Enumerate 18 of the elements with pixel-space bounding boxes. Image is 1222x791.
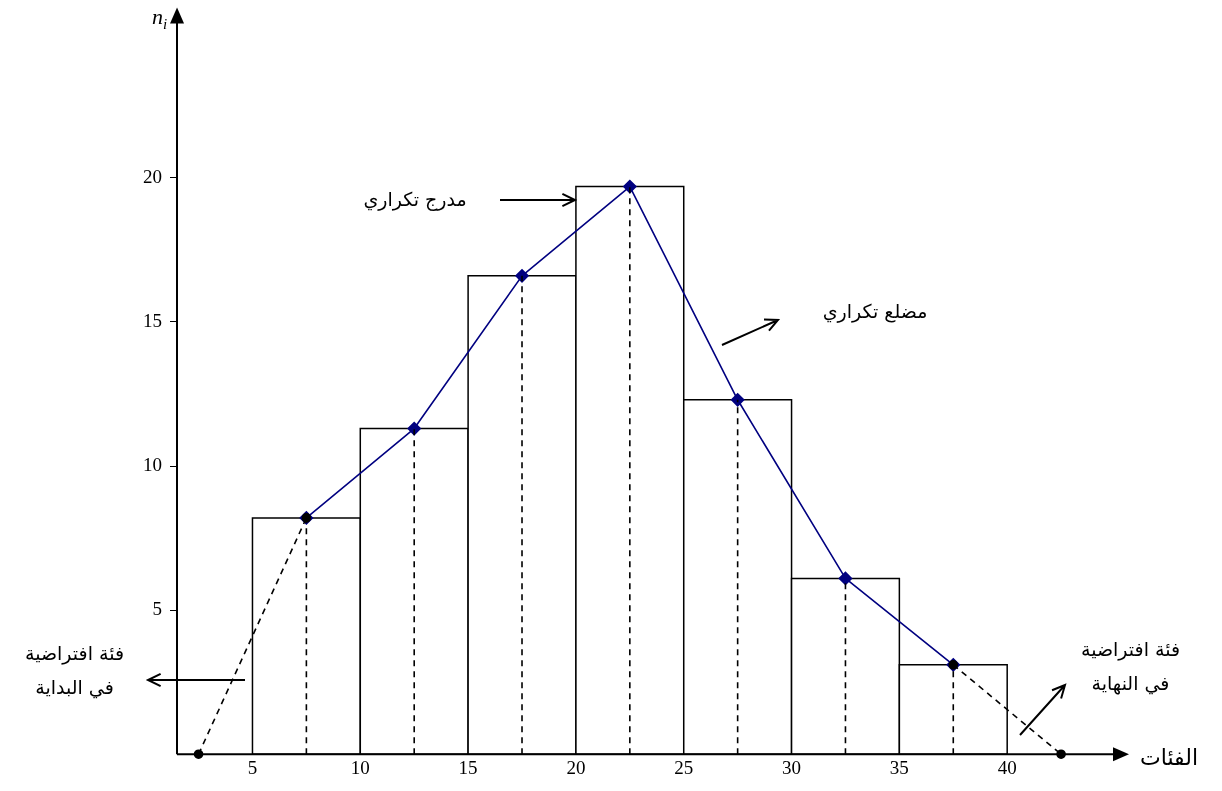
y-tick-label: 5: [152, 598, 162, 620]
x-tick-label: 40: [997, 756, 1017, 778]
x-tick-label: 5: [247, 756, 258, 778]
x-tick-label: 10: [350, 756, 370, 778]
x-tick-label: 20: [566, 756, 586, 778]
y-tick-label: 15: [143, 309, 162, 331]
x-tick-label: 25: [674, 756, 694, 778]
x-axis-title: الفئات: [1140, 745, 1198, 770]
y-axis-title: n$_{i}$: [152, 4, 168, 34]
y-tick-label: 10: [143, 454, 162, 476]
annotation: فئة افتراضية في النهاية: [1080, 637, 1181, 697]
y-tick-label: 20: [143, 165, 162, 187]
x-tick-label: 30: [782, 756, 802, 778]
annotation: مدرج تكراري: [362, 187, 468, 213]
x-tick-label: 35: [889, 756, 909, 778]
x-tick-label: 15: [458, 756, 478, 778]
annotation: مضلع تكراري: [821, 299, 929, 325]
text: فئة افتراضية في البداية: [24, 641, 125, 701]
